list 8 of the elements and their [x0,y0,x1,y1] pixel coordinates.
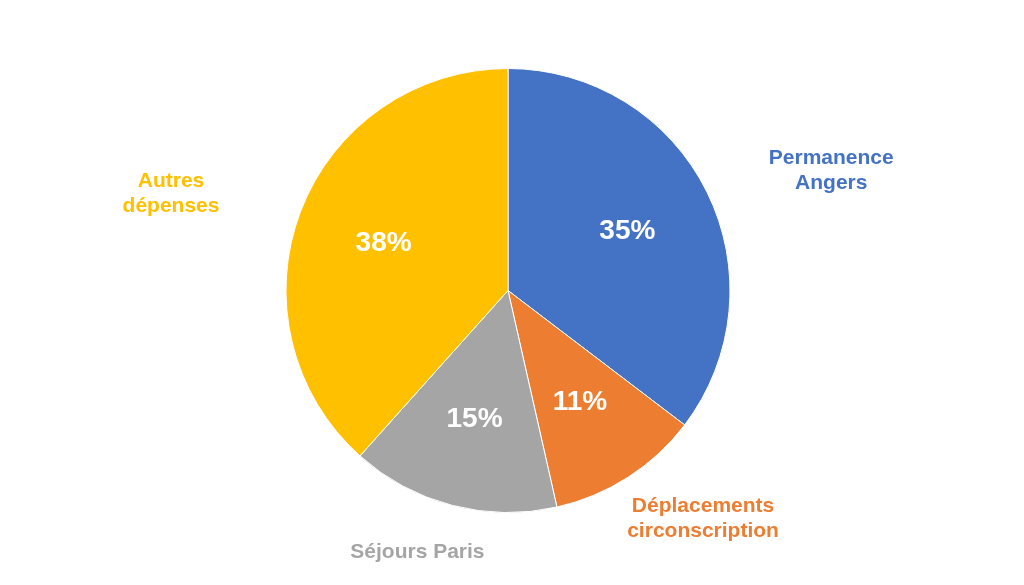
slice-label: Autres dépenses [122,168,220,217]
slice-label: Déplacements circonscription [627,492,779,541]
data-label: 35% [599,214,656,246]
slice-label: Permanence Angers [768,144,894,193]
data-label: 11% [552,385,608,417]
data-label: 38% [355,225,412,257]
slice-label: Séjours Paris [350,539,485,563]
data-label: 15% [446,402,503,434]
